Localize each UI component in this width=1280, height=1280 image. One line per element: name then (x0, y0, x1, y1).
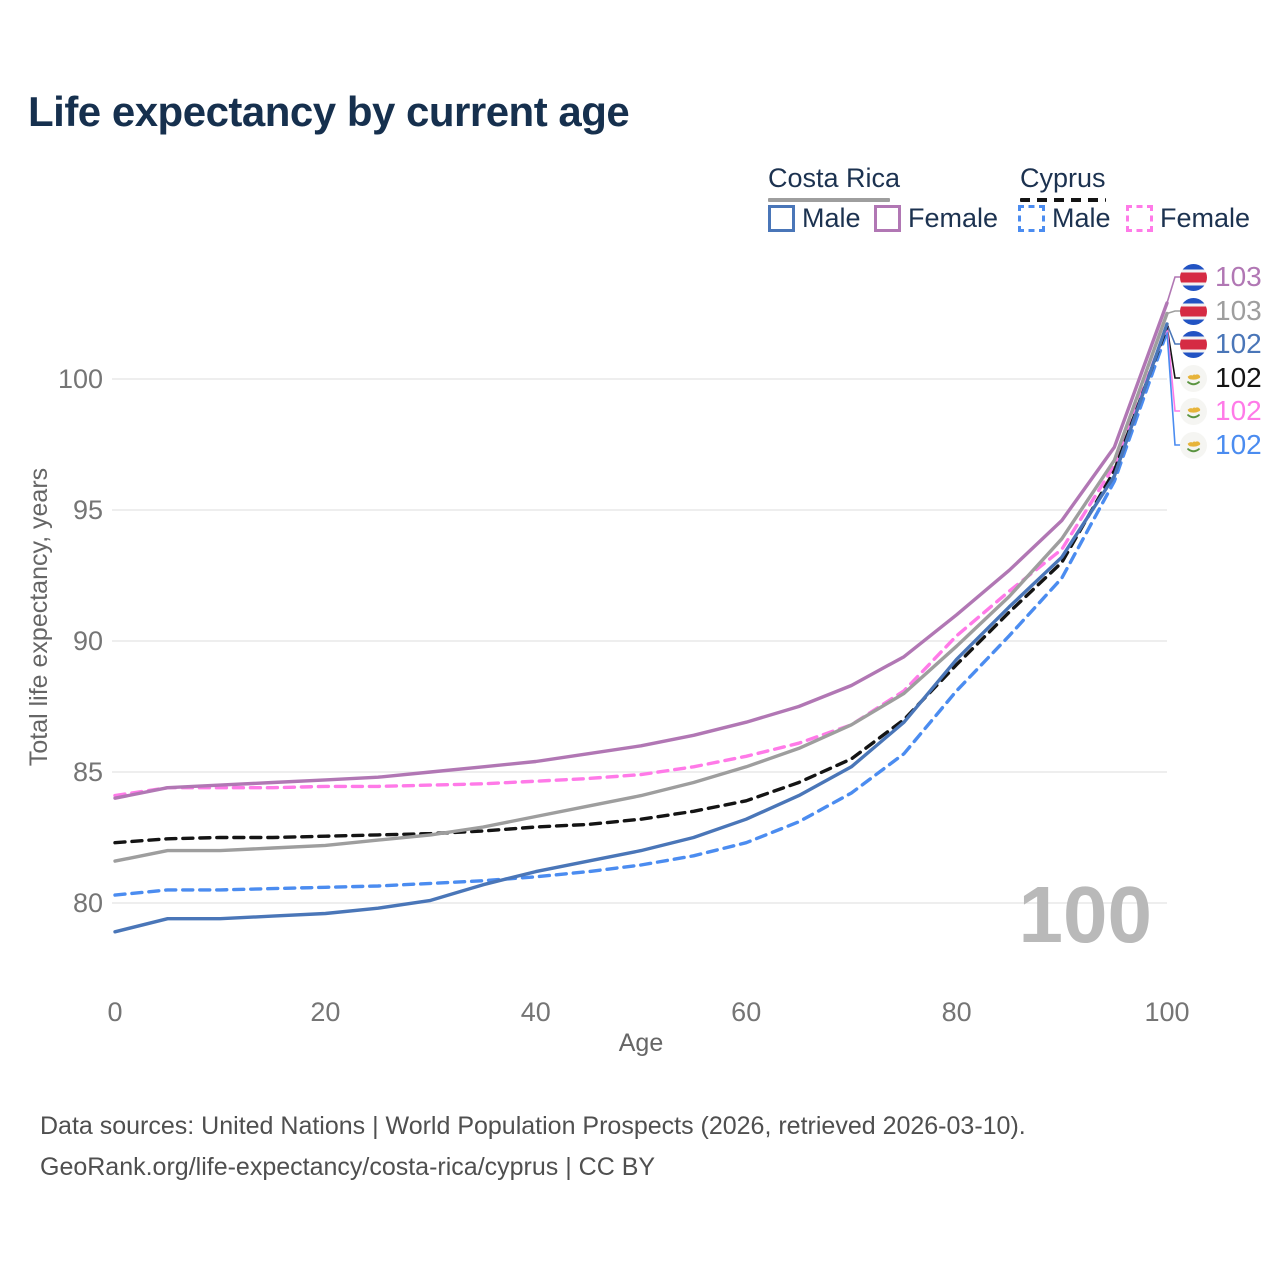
costa-rica-flag-icon (1180, 297, 1207, 325)
solid-line-sample (768, 198, 890, 202)
line-costa-rica-total[interactable] (113, 311, 1169, 863)
legend-group-label: Costa Rica (768, 163, 901, 193)
y-tick-label: 100 (58, 364, 103, 394)
cyprus-emblem (1187, 373, 1201, 385)
female-dashed-swatch-icon (1126, 205, 1153, 232)
end-label-costa-rica-total: 103 (1180, 297, 1262, 325)
footer: Data sources: United Nations | World Pop… (40, 1106, 1026, 1188)
legend-item-costa-rica-male[interactable]: Male (768, 203, 861, 234)
x-tick-label: 40 (521, 997, 551, 1027)
legend-item-label: Female (1160, 203, 1251, 233)
end-value-label: 102 (1215, 395, 1262, 426)
y-tick-label: 95 (73, 495, 103, 525)
y-tick-label: 90 (73, 626, 103, 656)
dashed-line-sample (1020, 198, 1106, 202)
line-cyprus-male[interactable] (113, 330, 1169, 897)
end-label-costa-rica-female: 103 (1180, 263, 1262, 291)
y-axis-title: Total life expectancy, years (25, 468, 53, 766)
x-tick-label: 60 (731, 997, 761, 1027)
data-sources-line: Data sources: United Nations | World Pop… (40, 1112, 1026, 1140)
female-solid-swatch-icon (874, 205, 901, 232)
end-value-label: 102 (1215, 362, 1262, 393)
costa-rica-flag-icon (1180, 263, 1207, 291)
legend-item-label: Male (1052, 203, 1111, 233)
attribution-line: GeoRank.org/life-expectancy/costa-rica/c… (40, 1153, 656, 1181)
legend-group-cyprus[interactable]: Cyprus (1020, 163, 1106, 202)
end-label-cyprus-male: 102 (1180, 431, 1262, 459)
page-title: Life expectancy by current age (28, 88, 630, 135)
legend-item-costa-rica-female[interactable]: Female (874, 203, 998, 234)
end-label-cyprus-total: 102 (1180, 364, 1262, 392)
y-tick-label: 80 (73, 888, 103, 918)
legend-group-label: Cyprus (1020, 163, 1106, 193)
legend-group-costa-rica[interactable]: Costa Rica (768, 163, 900, 202)
legend-item-label: Female (908, 203, 999, 233)
x-tick-label: 20 (310, 997, 340, 1027)
x-tick-label: 80 (942, 997, 972, 1027)
x-axis-title: Age (619, 1029, 663, 1057)
end-value-label: 102 (1215, 328, 1262, 359)
legend-item-cyprus-female[interactable]: Female (1126, 203, 1250, 234)
cyprus-flag-icon (1180, 431, 1207, 459)
legend-item-cyprus-male[interactable]: Male (1018, 203, 1111, 234)
end-label-cyprus-female: 102 (1180, 397, 1262, 425)
line-costa-rica-male[interactable] (113, 322, 1169, 934)
end-value-label: 103 (1215, 261, 1262, 292)
line-costa-rica-female[interactable] (113, 301, 1169, 800)
end-label-costa-rica-male: 102 (1180, 330, 1262, 358)
age-counter-watermark: 100 (1019, 870, 1152, 959)
costa-rica-flag-icon (1180, 330, 1207, 358)
end-value-label: 103 (1215, 295, 1262, 326)
cyprus-flag-icon (1180, 364, 1207, 392)
cyprus-emblem (1187, 440, 1201, 452)
x-tick-label: 100 (1144, 997, 1189, 1027)
y-tick-label: 85 (73, 757, 103, 787)
male-dashed-swatch-icon (1018, 205, 1045, 232)
end-value-label: 102 (1215, 429, 1262, 460)
male-solid-swatch-icon (768, 205, 795, 232)
line-cyprus-female[interactable] (113, 324, 1169, 798)
x-tick-label: 0 (107, 997, 122, 1027)
cyprus-flag-icon (1180, 397, 1207, 425)
legend-item-label: Male (802, 203, 861, 233)
cyprus-emblem (1187, 406, 1201, 418)
line-cyprus-total[interactable] (113, 324, 1169, 845)
